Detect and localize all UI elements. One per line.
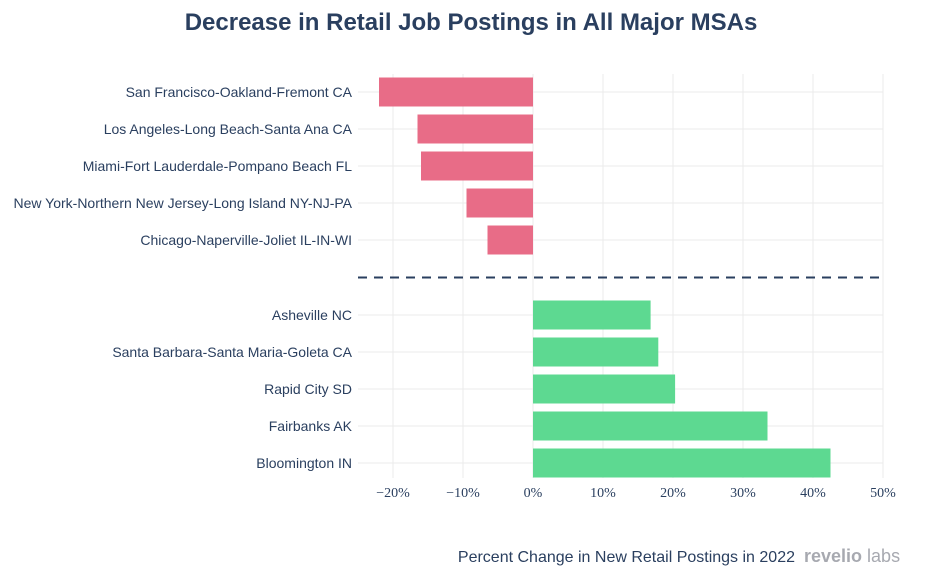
x-tick-label: 40%	[800, 486, 826, 501]
bar	[421, 151, 533, 181]
x-tick-label: −10%	[446, 486, 480, 501]
x-axis-ticks: −20% −10% 0% 10% 20% 30% 40% 50%	[376, 486, 896, 501]
x-tick-label: 10%	[590, 486, 616, 501]
bar	[533, 300, 651, 330]
brand-logo: revelio labs	[804, 546, 900, 566]
category-labels: San Francisco-Oakland-Fremont CA Los Ange…	[14, 84, 353, 471]
category-label: Santa Barbara-Santa Maria-Goleta CA	[112, 344, 352, 360]
x-tick-label: −20%	[376, 486, 410, 501]
brand-logo-part1: revelio	[804, 546, 862, 566]
category-label: New York-Northern New Jersey-Long Island…	[14, 195, 353, 211]
bar	[533, 411, 768, 441]
x-axis-label: Percent Change in New Retail Postings in…	[458, 549, 795, 566]
category-label: Fairbanks AK	[269, 418, 353, 434]
category-label: Miami-Fort Lauderdale-Pompano Beach FL	[83, 158, 352, 174]
category-label: San Francisco-Oakland-Fremont CA	[126, 84, 353, 100]
category-label: Chicago-Naperville-Joliet IL-IN-WI	[140, 232, 352, 248]
bar	[533, 374, 676, 404]
category-label: Asheville NC	[272, 307, 352, 323]
category-label: Bloomington IN	[256, 455, 352, 471]
brand-logo-part2: labs	[862, 546, 900, 566]
x-tick-label: 30%	[730, 486, 756, 501]
category-label: Los Angeles-Long Beach-Santa Ana CA	[104, 121, 353, 137]
bar	[533, 337, 659, 367]
chart-title: Decrease in Retail Job Postings in All M…	[185, 9, 758, 36]
category-label: Rapid City SD	[264, 381, 352, 397]
bars	[379, 77, 831, 478]
bar	[487, 225, 533, 255]
x-tick-label: 0%	[524, 486, 543, 501]
x-tick-label: 50%	[870, 486, 896, 501]
x-tick-label: 20%	[660, 486, 686, 501]
bar	[417, 114, 533, 144]
bar	[533, 448, 831, 478]
bar	[379, 77, 533, 107]
bar	[466, 188, 533, 218]
